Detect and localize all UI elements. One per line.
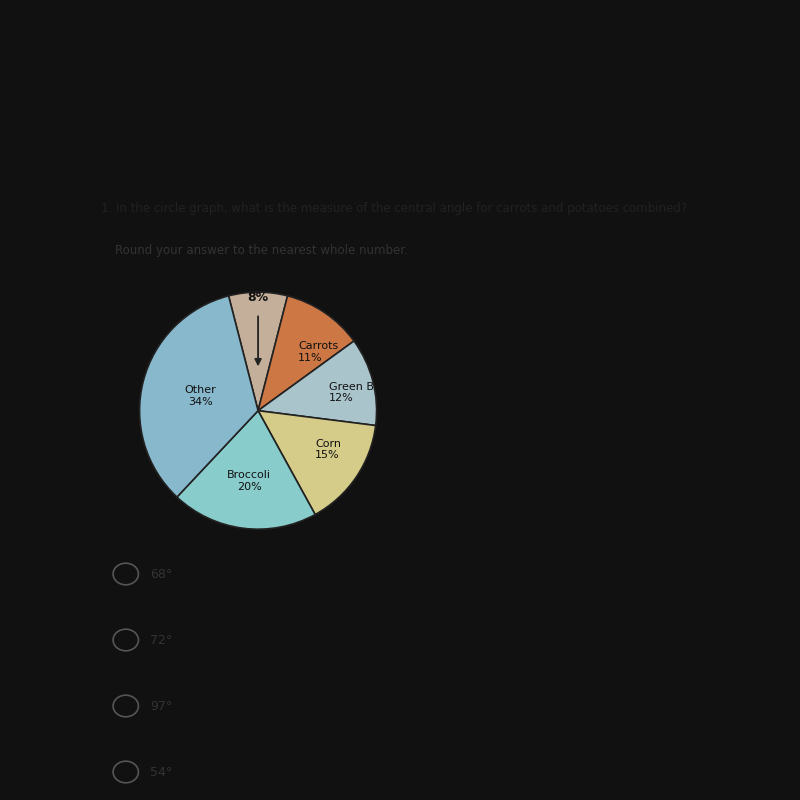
Text: 54°: 54° <box>150 766 173 778</box>
Wedge shape <box>258 341 377 426</box>
Wedge shape <box>258 410 376 514</box>
Text: Corn
15%: Corn 15% <box>315 438 341 460</box>
Wedge shape <box>139 296 258 497</box>
Wedge shape <box>177 410 315 529</box>
Wedge shape <box>258 296 354 410</box>
Text: Carrots
11%: Carrots 11% <box>298 341 338 362</box>
Text: Green Beans
12%: Green Beans 12% <box>330 382 401 403</box>
Text: 68°: 68° <box>150 567 173 581</box>
Text: Round your answer to the nearest whole number.: Round your answer to the nearest whole n… <box>115 244 408 257</box>
Text: Broccoli
20%: Broccoli 20% <box>227 470 271 492</box>
Text: Potatoes
8%: Potatoes 8% <box>227 276 289 304</box>
Text: 97°: 97° <box>150 699 173 713</box>
Text: 72°: 72° <box>150 634 173 646</box>
Wedge shape <box>229 292 287 410</box>
Text: Other
34%: Other 34% <box>185 385 217 406</box>
Text: 1. In the circle graph, what is the measure of the central angle for carrots and: 1. In the circle graph, what is the meas… <box>101 202 687 215</box>
